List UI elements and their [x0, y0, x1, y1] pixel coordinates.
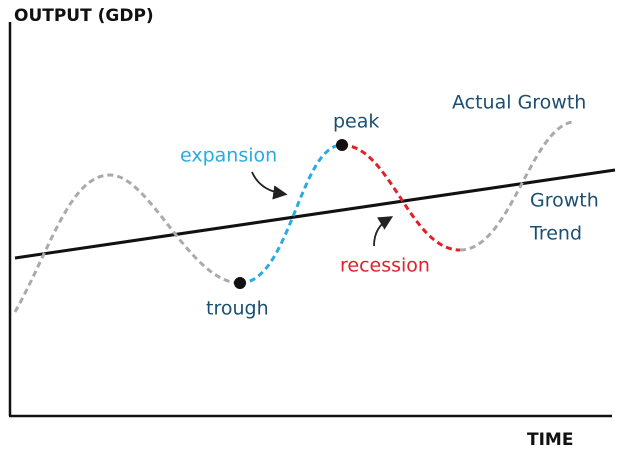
recession-label: recession	[340, 255, 430, 277]
actual-growth-label: Actual Growth	[452, 92, 586, 114]
growth-trend-line	[14, 168, 616, 260]
actual-growth-curve	[13, 173, 241, 313]
trough-dot	[234, 277, 246, 289]
expansion-arrow	[251, 171, 288, 200]
recession-arrow	[373, 216, 394, 247]
growth-trend-label: Growth	[530, 190, 599, 212]
peak-dot	[336, 139, 348, 151]
growth-trend-label: Trend	[529, 223, 582, 245]
expansion-curve	[239, 143, 343, 285]
trough-label: trough	[206, 298, 269, 320]
expansion-label: expansion	[180, 145, 277, 167]
y-axis-label: OUTPUT (GDP)	[14, 6, 154, 26]
recession-curve	[341, 143, 461, 252]
peak-label: peak	[333, 111, 379, 133]
x-axis-label: TIME	[527, 430, 573, 450]
